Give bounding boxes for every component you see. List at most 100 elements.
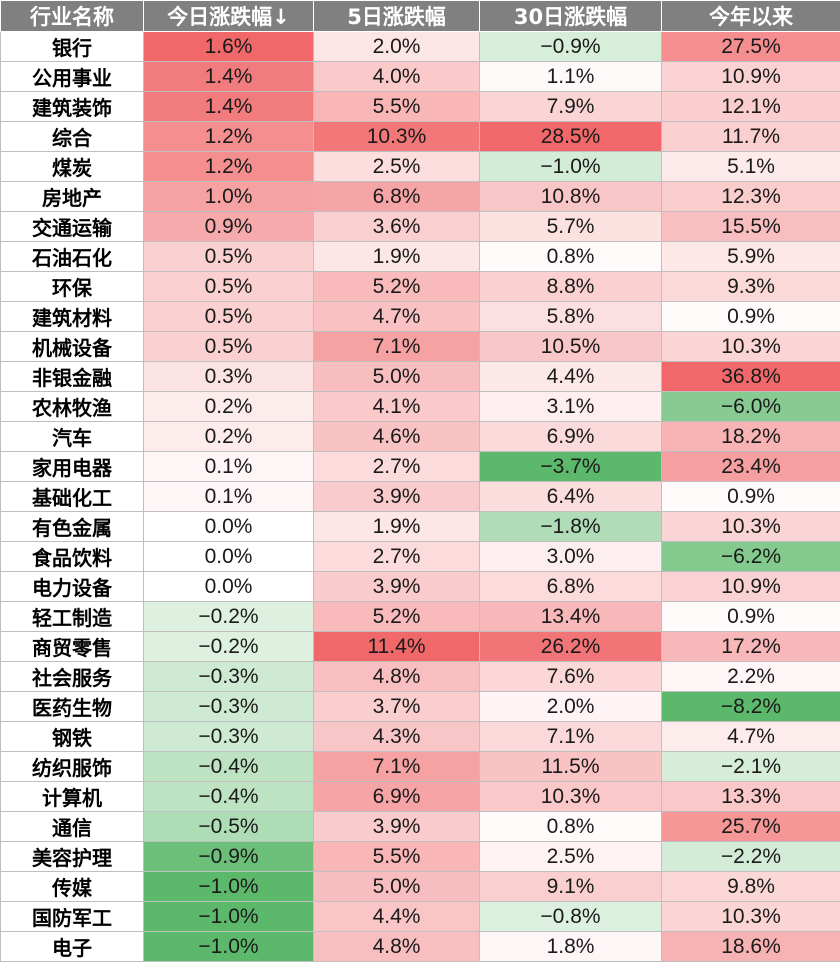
today-change-cell: −0.4%: [144, 782, 314, 812]
ytd-change-cell: 25.7%: [662, 812, 840, 842]
five-day-change-cell: 1.9%: [314, 242, 480, 272]
today-change-cell: 0.5%: [144, 242, 314, 272]
ytd-change-cell: 17.2%: [662, 632, 840, 662]
today-change-cell: 0.3%: [144, 362, 314, 392]
ytd-change-cell: 18.2%: [662, 422, 840, 452]
industry-name-cell: 轻工制造: [1, 602, 144, 632]
five-day-change-cell: 4.0%: [314, 62, 480, 92]
thirty-day-change-cell: 8.8%: [480, 272, 662, 302]
thirty-day-change-cell: 5.8%: [480, 302, 662, 332]
industry-name-cell: 钢铁: [1, 722, 144, 752]
ytd-change-cell: −8.2%: [662, 692, 840, 722]
ytd-change-cell: 10.3%: [662, 332, 840, 362]
industry-name-cell: 纺织服饰: [1, 752, 144, 782]
industry-name-cell: 社会服务: [1, 662, 144, 692]
header-5day-change[interactable]: 5日涨跌幅: [314, 1, 480, 32]
five-day-change-cell: 3.7%: [314, 692, 480, 722]
today-change-cell: 1.6%: [144, 32, 314, 62]
five-day-change-cell: 6.9%: [314, 782, 480, 812]
ytd-change-cell: 10.3%: [662, 512, 840, 542]
thirty-day-change-cell: 11.5%: [480, 752, 662, 782]
thirty-day-change-cell: −1.0%: [480, 152, 662, 182]
five-day-change-cell: 3.9%: [314, 812, 480, 842]
today-change-cell: 1.2%: [144, 122, 314, 152]
header-ytd-change[interactable]: 今年以来: [662, 1, 840, 32]
table-row: 通信−0.5%3.9%0.8%25.7%: [1, 812, 840, 842]
industry-name-cell: 银行: [1, 32, 144, 62]
today-change-cell: 0.5%: [144, 302, 314, 332]
header-industry-name[interactable]: 行业名称: [1, 1, 144, 32]
thirty-day-change-cell: 5.7%: [480, 212, 662, 242]
ytd-change-cell: 27.5%: [662, 32, 840, 62]
ytd-change-cell: 11.7%: [662, 122, 840, 152]
today-change-cell: −1.0%: [144, 932, 314, 962]
thirty-day-change-cell: 6.4%: [480, 482, 662, 512]
five-day-change-cell: 2.5%: [314, 152, 480, 182]
five-day-change-cell: 3.9%: [314, 482, 480, 512]
thirty-day-change-cell: 1.8%: [480, 932, 662, 962]
ytd-change-cell: 2.2%: [662, 662, 840, 692]
header-today-change[interactable]: 今日涨跌幅↓: [144, 1, 314, 32]
thirty-day-change-cell: −1.8%: [480, 512, 662, 542]
today-change-cell: 0.9%: [144, 212, 314, 242]
ytd-change-cell: 13.3%: [662, 782, 840, 812]
header-30day-change[interactable]: 30日涨跌幅: [480, 1, 662, 32]
thirty-day-change-cell: 0.8%: [480, 812, 662, 842]
today-change-cell: −0.9%: [144, 842, 314, 872]
table-row: 美容护理−0.9%5.5%2.5%−2.2%: [1, 842, 840, 872]
industry-name-cell: 建筑装饰: [1, 92, 144, 122]
today-change-cell: 0.2%: [144, 422, 314, 452]
industry-name-cell: 环保: [1, 272, 144, 302]
five-day-change-cell: 4.8%: [314, 932, 480, 962]
today-change-cell: 0.1%: [144, 452, 314, 482]
industry-name-cell: 机械设备: [1, 332, 144, 362]
five-day-change-cell: 1.9%: [314, 512, 480, 542]
five-day-change-cell: 4.7%: [314, 302, 480, 332]
industry-name-cell: 电子: [1, 932, 144, 962]
industry-name-cell: 房地产: [1, 182, 144, 212]
thirty-day-change-cell: 7.6%: [480, 662, 662, 692]
today-change-cell: 1.4%: [144, 62, 314, 92]
thirty-day-change-cell: 7.9%: [480, 92, 662, 122]
thirty-day-change-cell: 13.4%: [480, 602, 662, 632]
ytd-change-cell: −6.2%: [662, 542, 840, 572]
ytd-change-cell: 5.9%: [662, 242, 840, 272]
table-row: 计算机−0.4%6.9%10.3%13.3%: [1, 782, 840, 812]
five-day-change-cell: 5.5%: [314, 92, 480, 122]
today-change-cell: 0.5%: [144, 272, 314, 302]
today-change-cell: 1.0%: [144, 182, 314, 212]
ytd-change-cell: 0.9%: [662, 302, 840, 332]
five-day-change-cell: 4.8%: [314, 662, 480, 692]
thirty-day-change-cell: 6.8%: [480, 572, 662, 602]
today-change-cell: 0.0%: [144, 542, 314, 572]
industry-name-cell: 建筑材料: [1, 302, 144, 332]
ytd-change-cell: 9.8%: [662, 872, 840, 902]
today-change-cell: −0.2%: [144, 602, 314, 632]
ytd-change-cell: 0.9%: [662, 602, 840, 632]
five-day-change-cell: 5.2%: [314, 602, 480, 632]
thirty-day-change-cell: 6.9%: [480, 422, 662, 452]
today-change-cell: −1.0%: [144, 902, 314, 932]
today-change-cell: 1.4%: [144, 92, 314, 122]
today-change-cell: 0.0%: [144, 512, 314, 542]
five-day-change-cell: 11.4%: [314, 632, 480, 662]
table-row: 轻工制造−0.2%5.2%13.4%0.9%: [1, 602, 840, 632]
five-day-change-cell: 5.5%: [314, 842, 480, 872]
table-row: 商贸零售−0.2%11.4%26.2%17.2%: [1, 632, 840, 662]
table-row: 社会服务−0.3%4.8%7.6%2.2%: [1, 662, 840, 692]
five-day-change-cell: 4.3%: [314, 722, 480, 752]
today-change-cell: 0.0%: [144, 572, 314, 602]
ytd-change-cell: 12.3%: [662, 182, 840, 212]
industry-name-cell: 石油石化: [1, 242, 144, 272]
ytd-change-cell: −6.0%: [662, 392, 840, 422]
